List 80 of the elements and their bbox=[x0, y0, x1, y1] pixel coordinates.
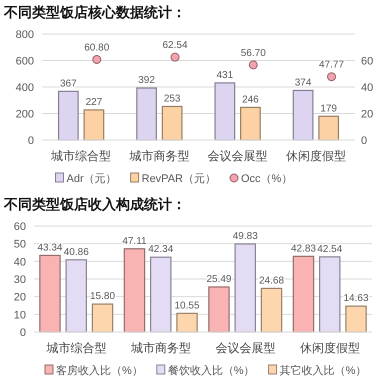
data-label: 179 bbox=[320, 103, 338, 114]
y-tick-label: 400 bbox=[16, 82, 34, 94]
x-tick-label: 会议会展型 bbox=[208, 149, 268, 163]
y2-tick-label: 60 bbox=[361, 56, 374, 68]
bar bbox=[150, 256, 172, 333]
y-tick-label: 0 bbox=[28, 135, 34, 147]
y-tick-label: 20 bbox=[14, 292, 26, 304]
y-tick-label: 10 bbox=[14, 309, 26, 322]
data-label: 253 bbox=[164, 93, 181, 104]
bar bbox=[66, 259, 87, 333]
legend-label: RevPAR（元） bbox=[142, 173, 216, 185]
y-tick-label: 50 bbox=[14, 238, 26, 251]
data-label: 227 bbox=[86, 96, 103, 108]
x-tick-label: 城市综合型 bbox=[50, 149, 112, 163]
data-label: 40.86 bbox=[64, 246, 90, 258]
point bbox=[327, 72, 336, 82]
data-label: 62.54 bbox=[162, 40, 188, 52]
bar bbox=[176, 312, 198, 333]
y2-tick-label: 20 bbox=[361, 108, 374, 120]
data-label: 10.55 bbox=[174, 300, 200, 312]
legend-label: 其它收入比（%） bbox=[280, 364, 366, 377]
data-label: 24.68 bbox=[259, 275, 284, 286]
data-label: 25.49 bbox=[206, 274, 232, 285]
x-tick-label: 城市商务型 bbox=[128, 149, 190, 163]
x-tick-label: 城市商务型 bbox=[130, 341, 191, 355]
data-label: 56.70 bbox=[240, 48, 266, 59]
data-label: 246 bbox=[242, 94, 260, 106]
data-label: 14.63 bbox=[344, 293, 369, 304]
bar bbox=[318, 116, 340, 141]
bar bbox=[292, 256, 314, 333]
y-tick-label: 60 bbox=[14, 221, 26, 233]
data-label: 47.77 bbox=[319, 60, 344, 71]
bar bbox=[58, 90, 79, 141]
legend-label: Adr（元） bbox=[66, 173, 117, 185]
point bbox=[170, 52, 180, 62]
bar bbox=[136, 87, 157, 141]
x-tick-label: 休闲度假型 bbox=[300, 341, 360, 355]
y-tick-label: 800 bbox=[16, 29, 34, 41]
x-tick-label: 会议会展型 bbox=[215, 341, 276, 355]
data-label: 367 bbox=[60, 78, 78, 90]
bar bbox=[240, 106, 261, 141]
data-label: 431 bbox=[216, 70, 234, 81]
point bbox=[248, 60, 258, 70]
data-label: 42.34 bbox=[148, 244, 174, 256]
data-label: 392 bbox=[138, 75, 156, 86]
bar bbox=[84, 109, 104, 141]
bar bbox=[292, 90, 314, 141]
data-label: 374 bbox=[294, 77, 312, 88]
legend-label: 客房收入比（%） bbox=[56, 364, 143, 377]
legend-label: 餐饮收入比（%） bbox=[168, 364, 255, 377]
data-label: 15.80 bbox=[90, 291, 116, 302]
bar bbox=[92, 303, 114, 333]
data-label: 42.83 bbox=[290, 243, 316, 254]
bar bbox=[214, 82, 236, 141]
bar bbox=[260, 288, 282, 333]
y2-tick-label: 40 bbox=[361, 82, 374, 94]
x-tick-label: 休闲度假型 bbox=[286, 149, 346, 163]
y-tick-label: 40 bbox=[14, 256, 26, 268]
y-tick-label: 0 bbox=[20, 327, 26, 339]
bar bbox=[345, 306, 367, 333]
y-tick-label: 30 bbox=[14, 274, 26, 286]
y-tick-label: 600 bbox=[16, 56, 34, 68]
bar bbox=[162, 106, 183, 141]
bar bbox=[319, 256, 340, 333]
data-label: 43.34 bbox=[37, 242, 63, 254]
legend-label: Occ（%） bbox=[241, 173, 292, 185]
bar bbox=[234, 243, 256, 333]
chart-title: 不同类型饭店收入构成统计： bbox=[3, 196, 186, 212]
bar bbox=[39, 254, 61, 333]
y-tick-label: 200 bbox=[16, 108, 34, 120]
point bbox=[92, 54, 102, 64]
bar bbox=[124, 248, 146, 333]
data-label: 49.83 bbox=[232, 230, 258, 242]
chart-title: 不同类型饭店核心数据统计： bbox=[3, 4, 186, 20]
bar bbox=[208, 286, 230, 333]
y2-tick-label: 0 bbox=[361, 135, 368, 147]
x-tick-label: 城市综合型 bbox=[45, 341, 106, 355]
data-label: 42.54 bbox=[317, 244, 343, 255]
data-label: 47.11 bbox=[122, 236, 148, 247]
data-label: 60.80 bbox=[84, 42, 110, 54]
